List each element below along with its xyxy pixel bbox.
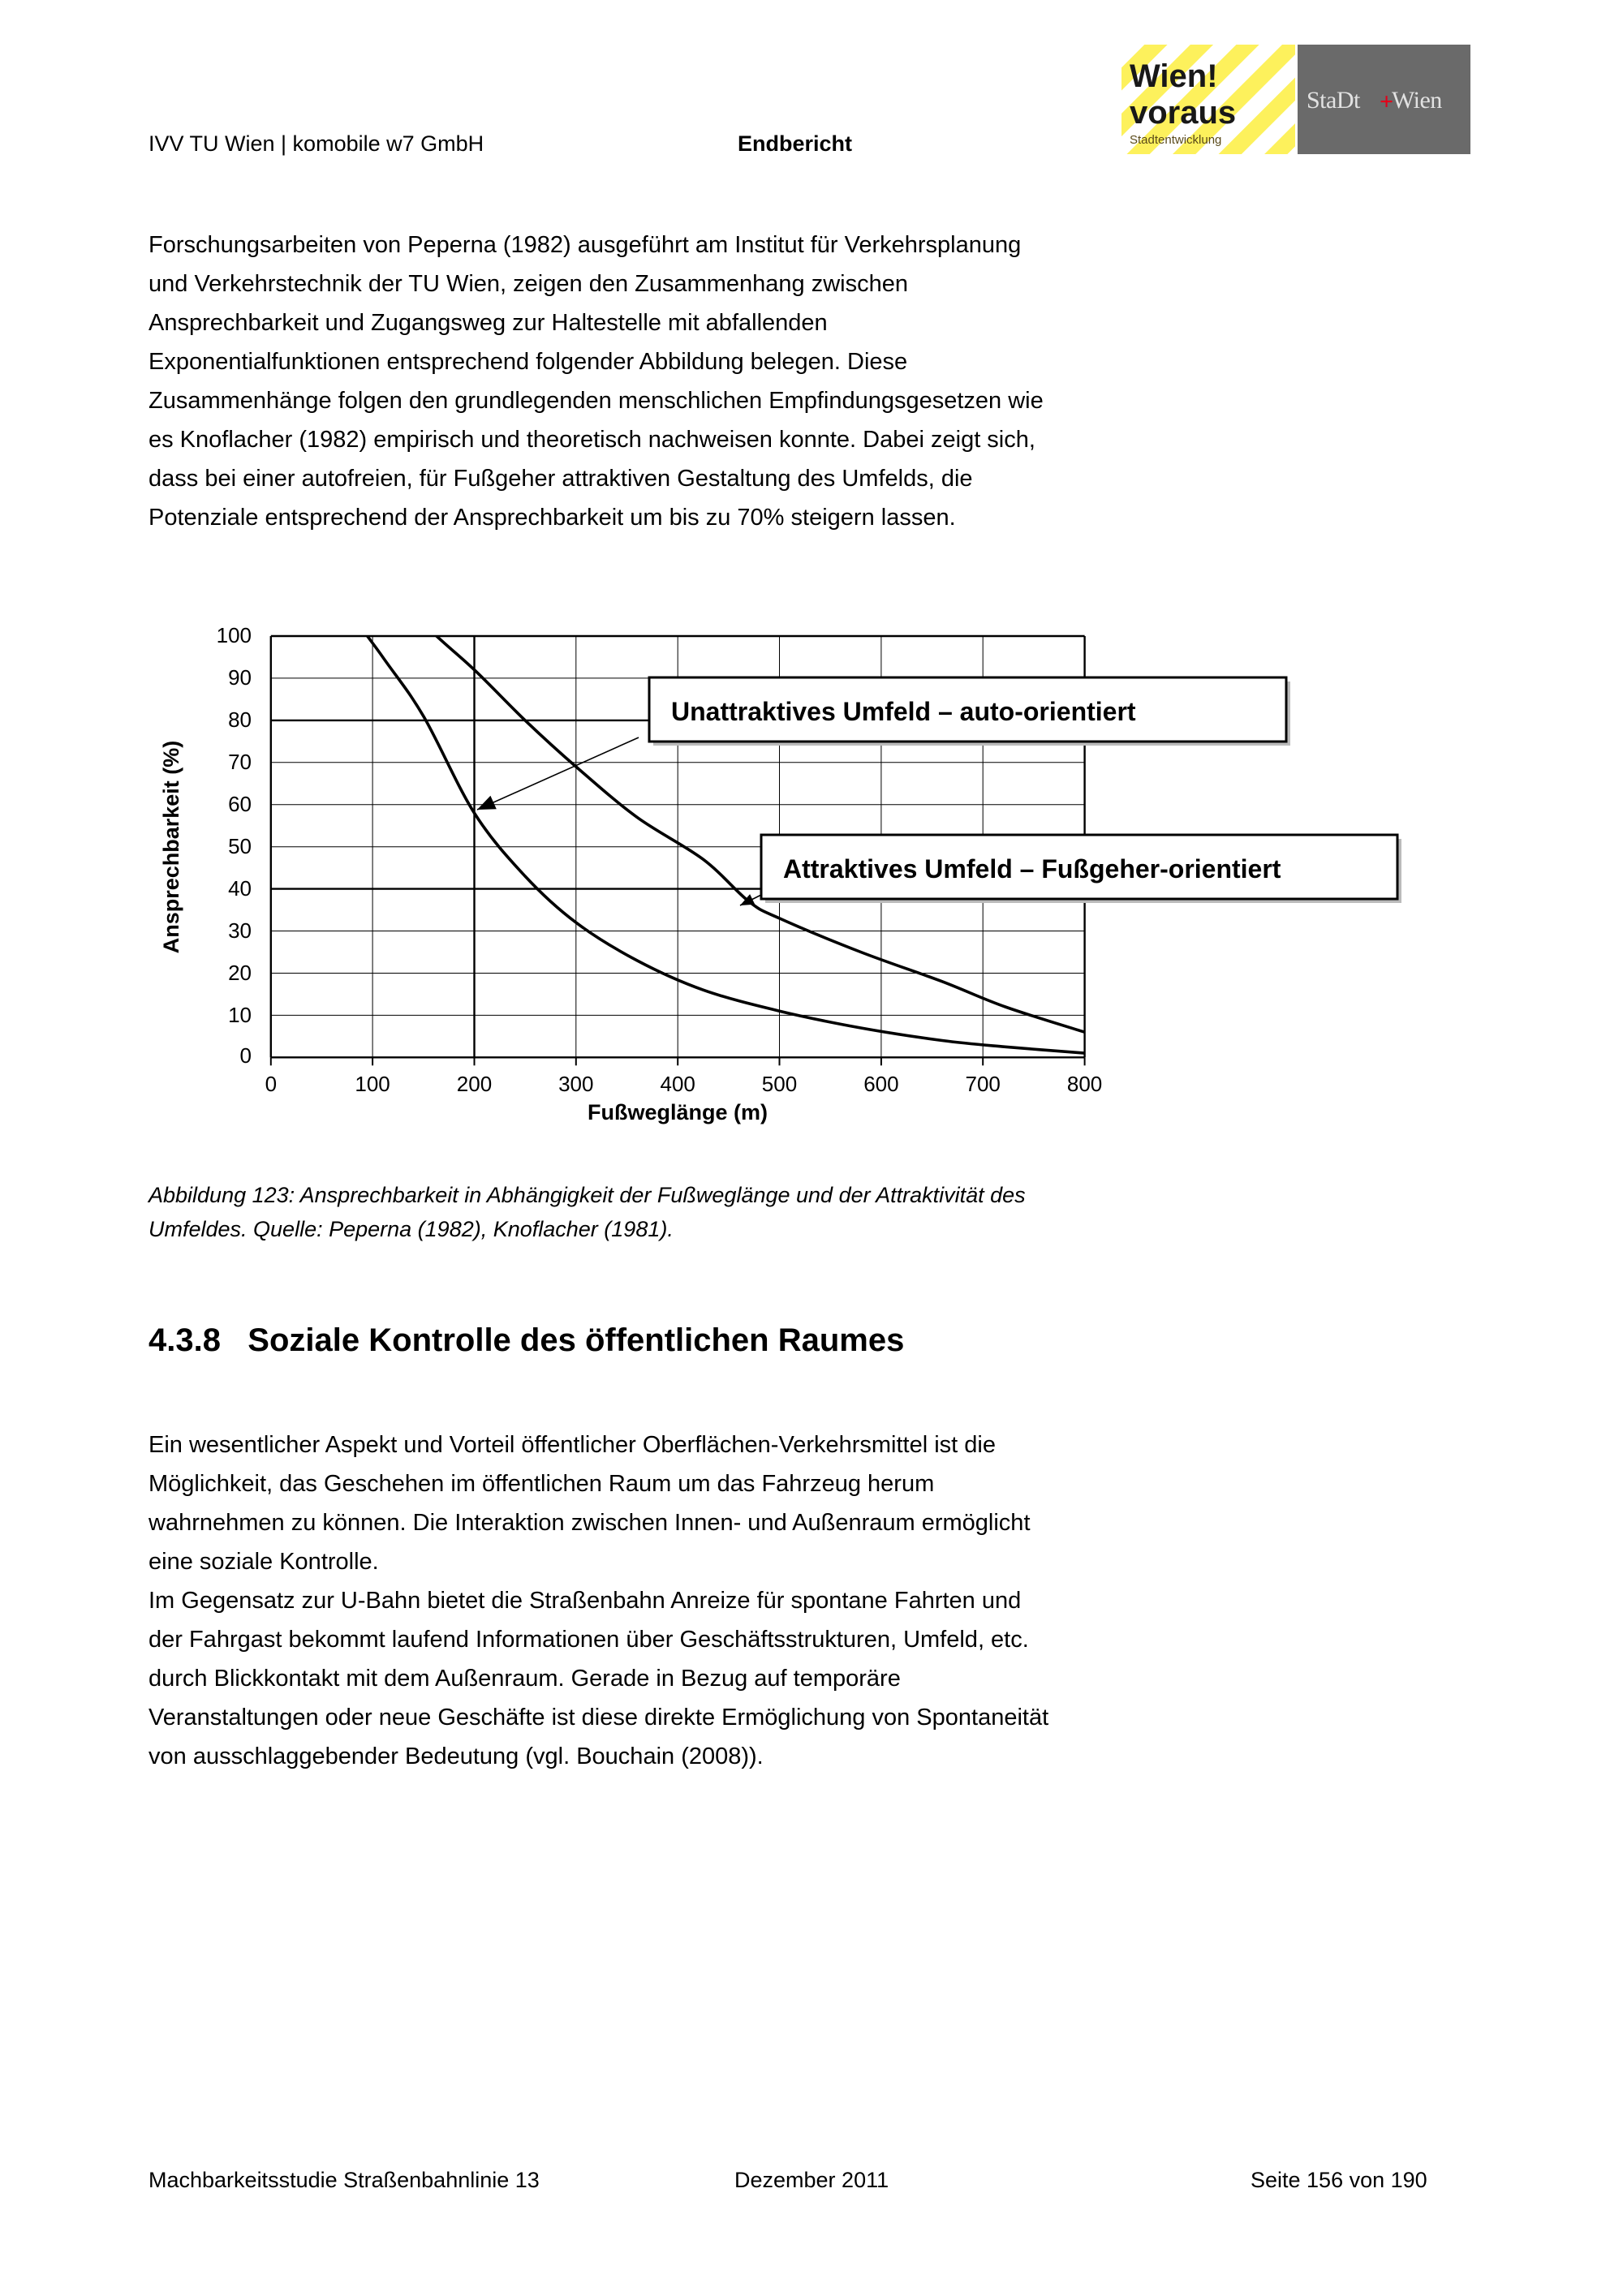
svg-text:0: 0 xyxy=(240,1043,252,1068)
svg-text:Unattraktives Umfeld – auto-or: Unattraktives Umfeld – auto-orientiert xyxy=(671,697,1136,726)
svg-text:20: 20 xyxy=(228,961,252,985)
svg-text:Ansprechbarkeit (%): Ansprechbarkeit (%) xyxy=(159,741,183,954)
svg-text:500: 500 xyxy=(762,1072,797,1096)
svg-text:300: 300 xyxy=(558,1072,593,1096)
svg-text:Fußweglänge (m): Fußweglänge (m) xyxy=(588,1100,768,1124)
svg-text:90: 90 xyxy=(228,665,252,690)
svg-text:10: 10 xyxy=(228,1003,252,1027)
svg-text:100: 100 xyxy=(355,1072,390,1096)
svg-text:200: 200 xyxy=(457,1072,492,1096)
svg-text:700: 700 xyxy=(966,1072,1001,1096)
svg-text:70: 70 xyxy=(228,750,252,774)
svg-text:400: 400 xyxy=(661,1072,695,1096)
svg-text:80: 80 xyxy=(228,707,252,732)
svg-text:0: 0 xyxy=(265,1072,277,1096)
svg-text:100: 100 xyxy=(217,623,252,647)
svg-text:60: 60 xyxy=(228,792,252,816)
svg-text:Attraktives Umfeld – Fußgehe: Attraktives Umfeld – Fußgeher-orientiert xyxy=(783,854,1281,884)
svg-text:50: 50 xyxy=(228,834,252,858)
svg-text:40: 40 xyxy=(228,876,252,901)
svg-text:30: 30 xyxy=(228,918,252,943)
svg-text:800: 800 xyxy=(1067,1072,1102,1096)
svg-text:600: 600 xyxy=(863,1072,898,1096)
